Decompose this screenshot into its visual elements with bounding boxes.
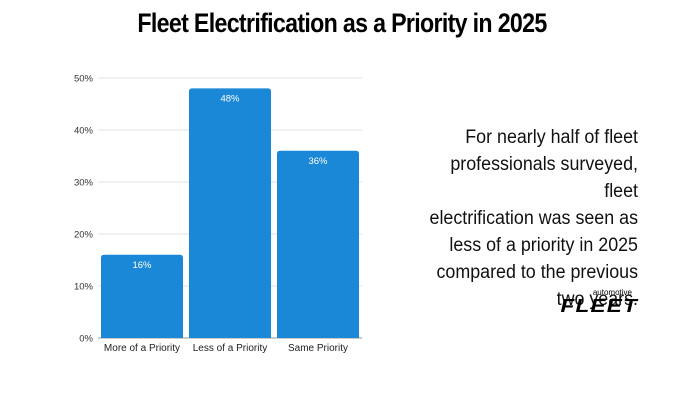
data-label: 48% bbox=[220, 93, 240, 104]
y-tick-label: 50% bbox=[74, 74, 94, 85]
x-tick-label: More of a Priority bbox=[104, 343, 180, 354]
x-tick-label: Same Priority bbox=[288, 343, 348, 354]
y-axis-ticks: 0% 10% 20% 30% 40% 50% bbox=[74, 74, 94, 345]
bar bbox=[189, 88, 271, 339]
y-tick-label: 40% bbox=[74, 126, 94, 137]
logo-small-text: automotive bbox=[592, 288, 632, 297]
logo-big-text: FLEET bbox=[560, 296, 638, 316]
bar bbox=[101, 254, 183, 338]
y-tick-label: 30% bbox=[74, 178, 94, 189]
x-axis-ticks: More of a Priority Less of a Priority Same… bbox=[104, 343, 348, 354]
chart-title: Fleet Electrification as a Priority in 2… bbox=[137, 8, 547, 38]
annotation-text: For nearly half of fleet professionals s… bbox=[429, 127, 638, 310]
y-tick-label: 20% bbox=[74, 230, 94, 241]
y-tick-label: 10% bbox=[74, 282, 94, 293]
x-tick-label: Less of a Priority bbox=[193, 343, 267, 354]
bars: 16% 48% 36% bbox=[101, 88, 359, 339]
data-label: 36% bbox=[308, 156, 328, 167]
y-tick-label: 0% bbox=[79, 334, 93, 345]
data-label: 16% bbox=[132, 260, 152, 271]
bar bbox=[277, 150, 359, 338]
automotive-fleet-logo: automotive FLEET bbox=[548, 288, 638, 316]
